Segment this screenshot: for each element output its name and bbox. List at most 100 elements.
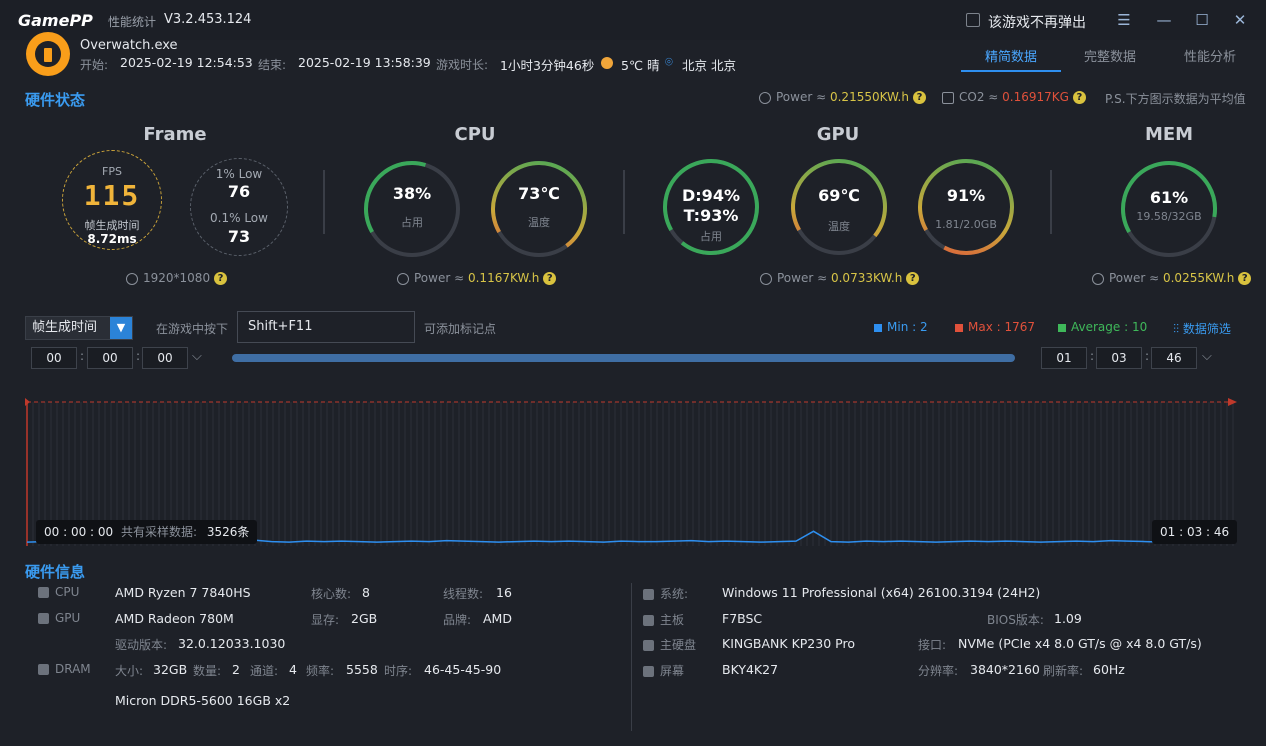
help-icon[interactable]: ? [1072,91,1086,104]
legend-avg: Average : 10 [1058,320,1147,334]
end-minute-input[interactable]: 03 [1096,347,1142,369]
chevron-down-icon[interactable]: ⌵ [1202,349,1212,364]
start-hour-input[interactable]: 00 [31,347,77,369]
colon: : [1145,349,1150,363]
help-icon[interactable]: ? [1238,272,1252,285]
help-icon[interactable]: ? [912,91,926,104]
tab-simple-data[interactable]: 精简数据 [984,50,1037,65]
data-filter-button[interactable]: ⫶⫶ 数据筛选 [1173,320,1231,337]
start-minute-input[interactable]: 00 [87,347,133,369]
start-label: 开始: [80,58,109,72]
os-icon [643,589,654,600]
gpu-icon [38,613,49,624]
cpu-temp-label: 温度 [528,216,550,229]
gauge-ring [364,161,460,257]
close-button[interactable]: ✕ [1233,11,1247,29]
tab-full-data[interactable]: 完整数据 [1083,50,1136,65]
gpu-usage-d: D:94% [682,186,740,205]
end-label: 结束: [258,58,287,72]
low1-value: 76 [227,182,251,201]
power-icon [759,91,771,104]
end-second-input[interactable]: 46 [1151,347,1197,369]
res-label: 分辨率: [918,664,959,678]
gpu-usage-gauge: D:94% T:93% 占用 [660,156,762,258]
app-version: V3.2.453.124 [164,12,252,27]
res-value: 3840*2160 [970,662,1040,677]
divider [1050,170,1052,234]
fps-gauge: FPS 115 帧生成时间 8.72ms [62,150,162,250]
minimize-button[interactable]: — [1156,11,1172,29]
chevron-down-icon[interactable]: ▼ [110,317,132,339]
mem-title: MEM [1144,124,1194,145]
settings-icon[interactable]: ☰ [1117,11,1131,29]
mem-power-value: 0.0255KW.h [1162,271,1235,285]
end-hour-input[interactable]: 01 [1041,347,1087,369]
timing-value: 46-45-45-90 [424,662,502,677]
no-popup-label[interactable]: 该游戏不再弹出 [988,15,1086,31]
vram-value: 2GB [351,611,378,626]
gauge-ring [491,161,587,257]
cpu-title: CPU [454,124,496,145]
total-power-value: 0.21550KW.h [829,90,909,104]
refresh-label: 刷新率: [1043,664,1084,678]
location-pin-icon: ⌾ [665,55,673,70]
gauge-ring [663,159,759,255]
tab-underline [961,70,1061,72]
app-logo: GamePP [18,11,93,30]
gpu-temp-label: 温度 [828,220,850,233]
cores-label: 核心数: [311,587,352,601]
mem-usage-gauge: 61% 19.58/32GB [1118,158,1220,260]
count-label: 数量: [193,664,222,678]
cpu-row-label: CPU [38,585,79,599]
gpu-power-value: 0.0733KW.h [830,271,903,285]
help-icon[interactable]: ? [214,272,228,285]
gpu-model: AMD Radeon 780M [115,611,234,626]
gauge-arc [791,159,887,255]
gpu-row-label: GPU [38,611,80,625]
game-icon [26,32,70,76]
chevron-down-icon[interactable]: ⌵ [192,349,202,364]
brand-label: 品牌: [443,613,472,627]
avg-swatch [1058,323,1066,332]
threads-label: 线程数: [443,587,484,601]
help-icon[interactable]: ? [543,272,557,285]
power-icon [397,272,409,285]
gauge-ring [918,159,1014,255]
colon: : [80,349,85,363]
resolution-value: 1920*1080 [143,271,211,285]
board-value: F7BSC [722,611,763,626]
chart-end-badge: 01 : 03 : 46 [1152,520,1238,544]
resolution-icon [126,272,138,285]
power-prefix: Power ≈ [777,271,828,285]
hotkey-hint: 在游戏中按下 [156,322,229,336]
help-icon[interactable]: ? [906,272,920,285]
gpu-vram-detail: 1.81/2.0GB [935,218,997,231]
gpu-vram-gauge: 91% 1.81/2.0GB [915,156,1017,258]
time-range-slider[interactable] [232,354,1015,362]
frametime-chart[interactable] [25,392,1243,550]
co2-value: 0.16917KG [1002,90,1069,104]
dram-model: Micron DDR5-5600 16GB x2 [115,693,291,708]
start-second-input[interactable]: 00 [142,347,188,369]
resolution-row: 1920*1080? [126,271,228,285]
motherboard-icon [643,615,654,626]
metric-dropdown[interactable]: 帧生成时间 ▼ [25,316,133,340]
low01-label: 0.1% Low [210,211,268,225]
count-value: 2 [232,662,240,677]
no-popup-checkbox[interactable] [966,13,980,27]
end-time: 2025-02-19 13:58:39 [298,55,431,70]
low-fps-gauge: 1% Low 76 0.1% Low 73 [190,158,288,256]
size-label: 大小: [115,664,144,678]
co2: CO2 ≈ 0.16917KG? [942,90,1086,104]
chart-start-time: 00 : 00 : 00 [44,525,114,539]
tab-performance-analysis[interactable]: 性能分析 [1183,50,1236,65]
power-prefix: Power ≈ [1109,271,1160,285]
power-prefix: Power ≈ [776,90,827,104]
hotkey-input[interactable]: Shift+F11 [237,311,415,343]
cpu-usage-value: 38% [392,184,432,203]
weather: 5℃ 晴 [621,58,660,73]
title-bar [0,0,1266,40]
maximize-button[interactable]: ☐ [1195,11,1209,29]
max-arrow [1228,398,1237,406]
power-icon [760,272,772,285]
